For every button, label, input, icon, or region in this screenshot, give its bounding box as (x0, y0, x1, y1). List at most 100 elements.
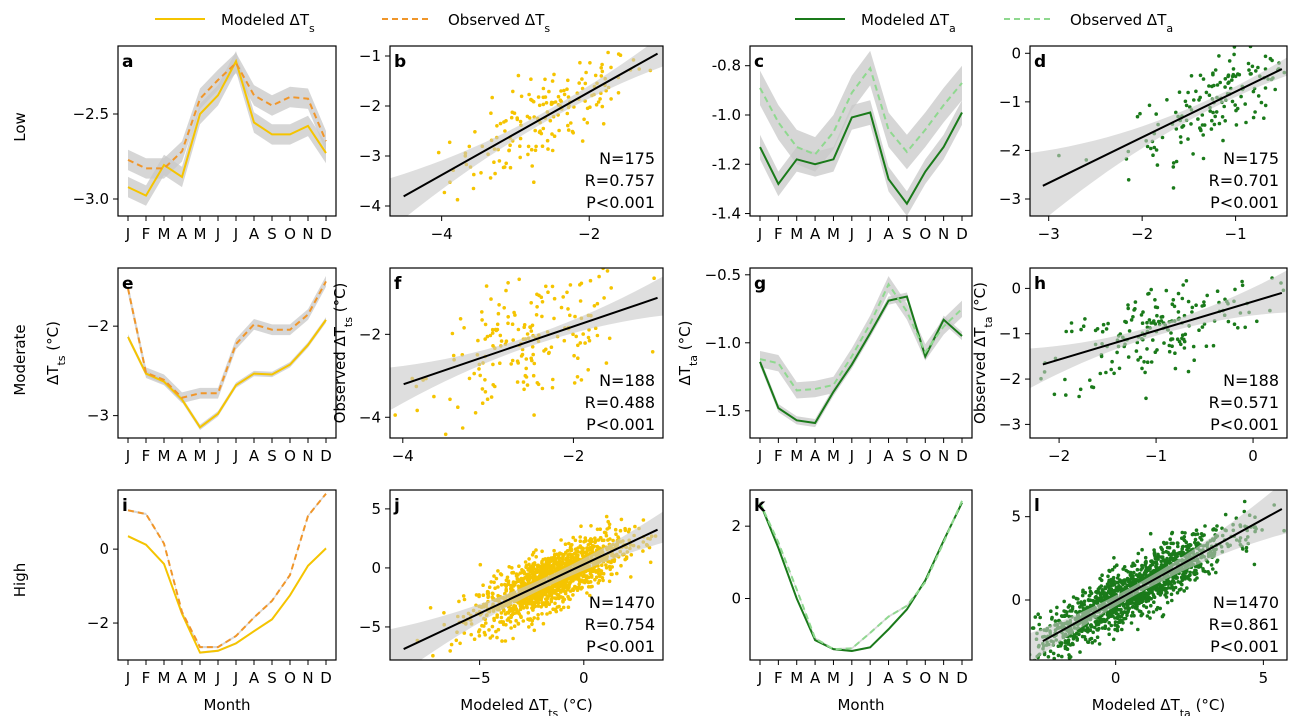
scatter-point (1109, 367, 1113, 372)
scatter-point (1100, 329, 1105, 334)
scatter-point (1132, 570, 1136, 575)
scatter-point (473, 130, 477, 134)
scatter-point (1160, 135, 1165, 140)
scatter-point (1000, 665, 1004, 669)
scatter-point (495, 615, 499, 619)
x-tick-label: J (125, 669, 130, 687)
scatter-point (527, 573, 532, 577)
scatter-point (1174, 159, 1179, 164)
scatter-point (1101, 598, 1105, 602)
scatter-point (1063, 377, 1067, 382)
x-tick-label: −5 (469, 669, 491, 687)
scatter-point (499, 611, 504, 615)
scatter-point (450, 331, 455, 336)
scatter-point (566, 594, 570, 599)
plot-area (1000, 490, 1292, 669)
scatter-point (1142, 591, 1146, 595)
scatter-point (553, 100, 558, 104)
scatter-point (512, 611, 517, 615)
scatter-point (1168, 580, 1172, 584)
scatter-point (1169, 592, 1174, 597)
scatter-point (480, 401, 485, 406)
x-tick-label: N (938, 447, 949, 465)
scatter-point (559, 607, 563, 612)
scatter-point (1180, 333, 1185, 338)
scatter-point (583, 536, 588, 540)
scatter-point (1190, 305, 1195, 310)
scatter-point (597, 274, 601, 279)
x-tick-label: A (249, 669, 260, 687)
scatter-point (494, 629, 498, 634)
scatter-point (1194, 89, 1198, 94)
scatter-point (532, 361, 537, 366)
y-tick-label: 0 (371, 559, 381, 577)
scatter-point (1090, 640, 1095, 645)
row-label-low: Low (11, 112, 29, 142)
scatter-point (575, 588, 580, 592)
scatter-point (474, 593, 479, 597)
scatter-point (506, 315, 511, 319)
x-tick-label: J (867, 447, 872, 465)
scatter-point (589, 524, 593, 528)
scatter-point (1155, 163, 1160, 167)
scatter-point (550, 284, 555, 289)
scatter-point (577, 582, 581, 586)
scatter-point (520, 578, 524, 582)
scatter-point (616, 91, 621, 95)
scatter-point (1155, 605, 1160, 610)
scatter-point (1207, 572, 1211, 576)
scatter-point (567, 541, 571, 546)
scatter-point (1112, 582, 1117, 587)
scatter-point (485, 589, 490, 594)
scatter-point (488, 333, 493, 338)
scatter-point (569, 547, 574, 552)
scatter-point (1126, 303, 1130, 307)
legend-label-1-main: Observed ΔT (448, 11, 545, 29)
x-tick-label: A (177, 447, 188, 465)
scatter-point (1138, 111, 1142, 116)
scatter-point (648, 560, 653, 565)
scatter-point (1053, 619, 1058, 623)
scatter-point (1098, 576, 1102, 581)
panel-d: −3 −2 −1 N=175 R=0.701 P<0.001 −3 −2 −1 0 d (999, 44, 1288, 243)
stat-text: N=175 (1223, 149, 1279, 168)
scatter-point (1176, 291, 1181, 296)
scatter-point (472, 371, 477, 376)
scatter-point (586, 543, 591, 547)
scatter-point (1288, 516, 1292, 520)
scatter-point (535, 305, 539, 309)
scatter-point (514, 618, 518, 623)
scatter-point (1210, 118, 1214, 123)
plot-area (390, 268, 663, 437)
scatter-point (576, 356, 580, 361)
scatter-point (1129, 614, 1134, 618)
scatter-point (601, 122, 606, 126)
scatter-point (1099, 594, 1103, 598)
scatter-point (511, 338, 515, 342)
scatter-point (1164, 288, 1169, 293)
x-tick-label: F (142, 225, 151, 243)
scatter-point (529, 569, 533, 573)
x-axis-label-sub: ts (548, 707, 558, 716)
scatter-point (1052, 656, 1056, 660)
panel-letter: h (1034, 274, 1046, 294)
scatter-point (589, 575, 594, 579)
scatter-point (1109, 613, 1114, 617)
scatter-point (529, 97, 533, 102)
scatter-point (1176, 310, 1181, 314)
scatter-point (1112, 565, 1117, 569)
y-axis-label-main: Observed ΔT (331, 326, 349, 423)
y-tick-label: −2 (359, 325, 381, 343)
scatter-point (509, 362, 513, 366)
scatter-point (1176, 580, 1180, 584)
scatter-point (484, 621, 488, 625)
scatter-point (1131, 561, 1135, 566)
scatter-point (529, 356, 533, 361)
scatter-point (511, 636, 515, 641)
scatter-point (428, 606, 433, 610)
scatter-point (1125, 576, 1130, 581)
scatter-point (1062, 609, 1066, 613)
stat-text: R=0.861 (1209, 615, 1279, 634)
scatter-point (1223, 77, 1228, 81)
scatter-point (508, 620, 513, 624)
